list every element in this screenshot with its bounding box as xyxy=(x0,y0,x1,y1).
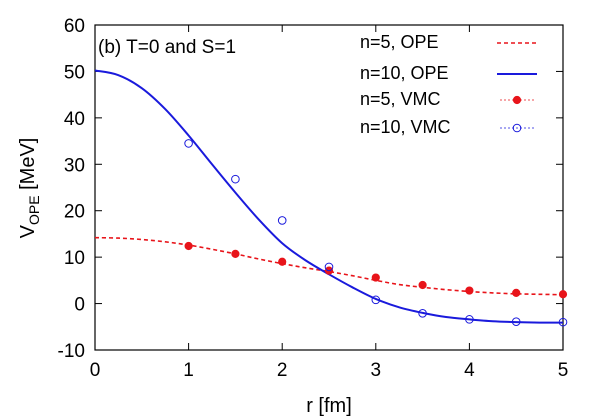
data-point-2 xyxy=(371,273,380,282)
x-tick-label: 5 xyxy=(558,360,569,381)
y-tick-label: 50 xyxy=(64,62,85,83)
data-point-3 xyxy=(231,174,240,184)
x-tick-label: 1 xyxy=(183,360,194,381)
y-tick-label: 10 xyxy=(64,248,85,269)
chart-annotation: (b) T=0 and S=1 xyxy=(98,37,236,58)
x-tick-label: 3 xyxy=(371,360,382,381)
data-point-2 xyxy=(512,288,521,297)
y-tick-label: -10 xyxy=(58,341,85,362)
x-tick-label: 4 xyxy=(464,360,475,381)
legend-sample-marker-2 xyxy=(512,95,522,105)
data-point-3 xyxy=(511,317,521,326)
data-point-3 xyxy=(184,139,193,148)
series-line-0 xyxy=(94,236,564,296)
y-tick-label: 40 xyxy=(64,109,85,130)
y-tick-label: 60 xyxy=(64,16,85,37)
data-point-2 xyxy=(558,290,568,299)
legend-label-n5-vmc: n=5, VMC xyxy=(360,89,441,109)
data-point-3 xyxy=(324,262,334,272)
legend: n=5, OPE n=10, OPE n=5, VMC n=10, VMC xyxy=(360,32,537,137)
data-point-3 xyxy=(277,216,287,225)
data-point-3 xyxy=(418,309,427,318)
legend-sample-marker-3 xyxy=(512,123,522,133)
x-tick-label: 0 xyxy=(90,360,101,381)
y-axis-label-sub: OPE xyxy=(26,195,42,225)
y-axis-label-unit: [MeV] xyxy=(17,138,39,196)
data-point-2 xyxy=(184,241,193,251)
y-axis-label: VOPE [MeV] xyxy=(17,138,42,239)
series-line-1 xyxy=(94,69,564,324)
data-point-2 xyxy=(465,286,474,295)
data-point-3 xyxy=(558,317,568,327)
y-tick-label: 20 xyxy=(64,202,85,223)
data-point-2 xyxy=(418,280,427,290)
legend-label-n5-ope: n=5, OPE xyxy=(360,32,439,52)
y-tick-label: 0 xyxy=(74,295,85,316)
x-tick-label: 2 xyxy=(277,360,288,381)
legend-label-n10-vmc: n=10, VMC xyxy=(360,117,451,137)
series-layer xyxy=(94,69,568,327)
data-point-2 xyxy=(231,249,240,258)
x-axis-label: r [fm] xyxy=(306,395,352,417)
legend-samples xyxy=(497,42,537,133)
plot-frame xyxy=(94,24,564,351)
legend-label-n10-ope: n=10, OPE xyxy=(360,63,449,83)
data-point-2 xyxy=(278,257,287,266)
data-point-3 xyxy=(465,315,474,324)
y-axis-label-main: V xyxy=(17,224,39,238)
y-tick-label: 30 xyxy=(64,155,85,176)
data-point-3 xyxy=(371,295,381,305)
